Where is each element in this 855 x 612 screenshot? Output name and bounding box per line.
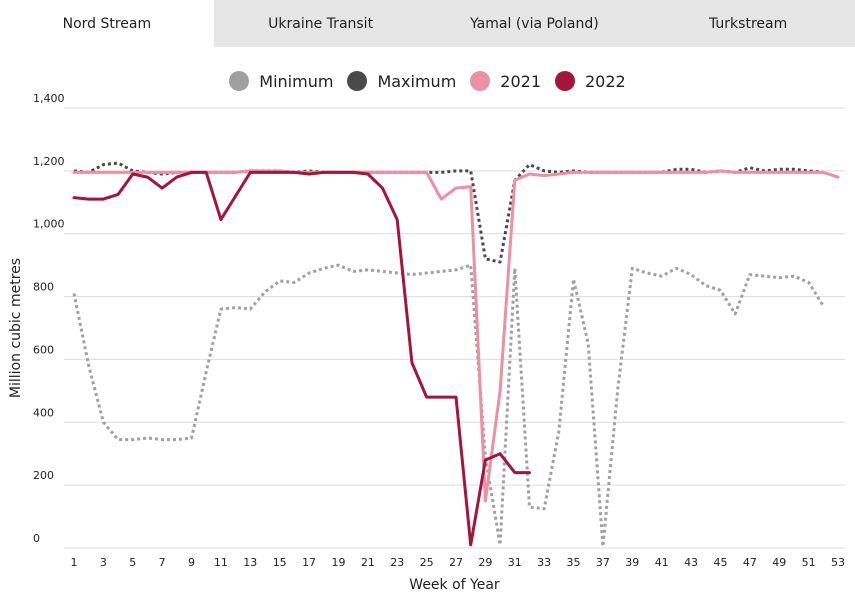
y-tick-label: 1,200 (33, 155, 65, 168)
x-tick-label: 51 (802, 556, 816, 569)
y-tick-label: 400 (33, 406, 54, 419)
x-tick-label: 19 (331, 556, 345, 569)
x-axis-ticks: 1 3 5 7 9 11 13 15 17 19 21 23 25 27 29 31 33 35 37 39 41 43 4… (71, 556, 846, 569)
y-axis-ticks: 0 200 400 600 800 1,000 1,200 1,400 (33, 92, 65, 545)
x-tick-label: 1 (71, 556, 78, 569)
x-tick-label: 43 (684, 556, 698, 569)
legend-item-2022[interactable]: 2022 (555, 71, 626, 91)
y-tick-label: 600 (33, 343, 54, 356)
series-line-minimum (72, 263, 825, 548)
legend-swatch-minimum (229, 71, 250, 91)
y-tick-label: 1,000 (33, 218, 65, 231)
x-tick-label: 31 (508, 556, 522, 569)
legend-item-maximum[interactable]: Maximum (347, 71, 456, 91)
tab-bar: Nord Stream Ukraine Transit Yamal (via P… (0, 0, 855, 47)
series-line-2022 (72, 170, 531, 547)
x-tick-label: 39 (625, 556, 639, 569)
x-tick-label: 35 (567, 556, 581, 569)
x-tick-label: 53 (831, 556, 845, 569)
x-tick-label: 13 (243, 556, 257, 569)
x-tick-label: 3 (100, 556, 107, 569)
series-lines (72, 161, 840, 548)
tab-turkstream[interactable]: Turkstream (709, 15, 788, 32)
x-tick-label: 21 (361, 556, 375, 569)
series-line-maximum (73, 161, 824, 264)
tab-yamal[interactable]: Yamal (via Poland) (470, 15, 599, 32)
gridlines (64, 107, 845, 549)
legend-swatch-maximum (347, 71, 368, 91)
x-tick-label: 49 (772, 556, 786, 569)
x-tick-label: 41 (655, 556, 669, 569)
x-tick-label: 47 (743, 556, 757, 569)
x-tick-label: 25 (420, 556, 434, 569)
x-axis-label: Week of Year (409, 577, 500, 593)
x-tick-label: 27 (449, 556, 463, 569)
tab-nord-stream[interactable]: Nord Stream (0, 0, 214, 47)
legend-label-2022: 2022 (585, 71, 626, 91)
legend: Minimum Maximum 2021 2022 (0, 71, 855, 91)
y-tick-label: 1,400 (33, 92, 65, 105)
y-tick-label: 200 (33, 469, 54, 482)
legend-label-2021: 2021 (500, 71, 541, 91)
legend-label-minimum: Minimum (259, 71, 334, 91)
x-tick-label: 29 (478, 556, 492, 569)
y-axis-label: Million cubic metres (8, 258, 24, 398)
x-tick-label: 15 (273, 556, 287, 569)
x-tick-label: 5 (129, 556, 136, 569)
series-line-2021 (72, 169, 840, 503)
legend-label-maximum: Maximum (377, 71, 457, 91)
x-tick-label: 7 (159, 556, 166, 569)
x-tick-label: 11 (214, 556, 228, 569)
tab-ukraine-transit[interactable]: Ukraine Transit (268, 15, 374, 32)
x-tick-label: 23 (390, 556, 404, 569)
legend-item-minimum[interactable]: Minimum (229, 71, 333, 91)
x-tick-label: 37 (596, 556, 610, 569)
x-tick-label: 33 (537, 556, 551, 569)
y-tick-label: 0 (33, 532, 40, 545)
y-tick-label: 800 (33, 281, 54, 294)
legend-item-2021[interactable]: 2021 (470, 71, 541, 91)
legend-swatch-2021 (470, 71, 491, 91)
x-tick-label: 45 (713, 556, 727, 569)
legend-swatch-2022 (555, 71, 575, 91)
x-tick-label: 17 (302, 556, 316, 569)
x-tick-label: 9 (188, 556, 195, 569)
